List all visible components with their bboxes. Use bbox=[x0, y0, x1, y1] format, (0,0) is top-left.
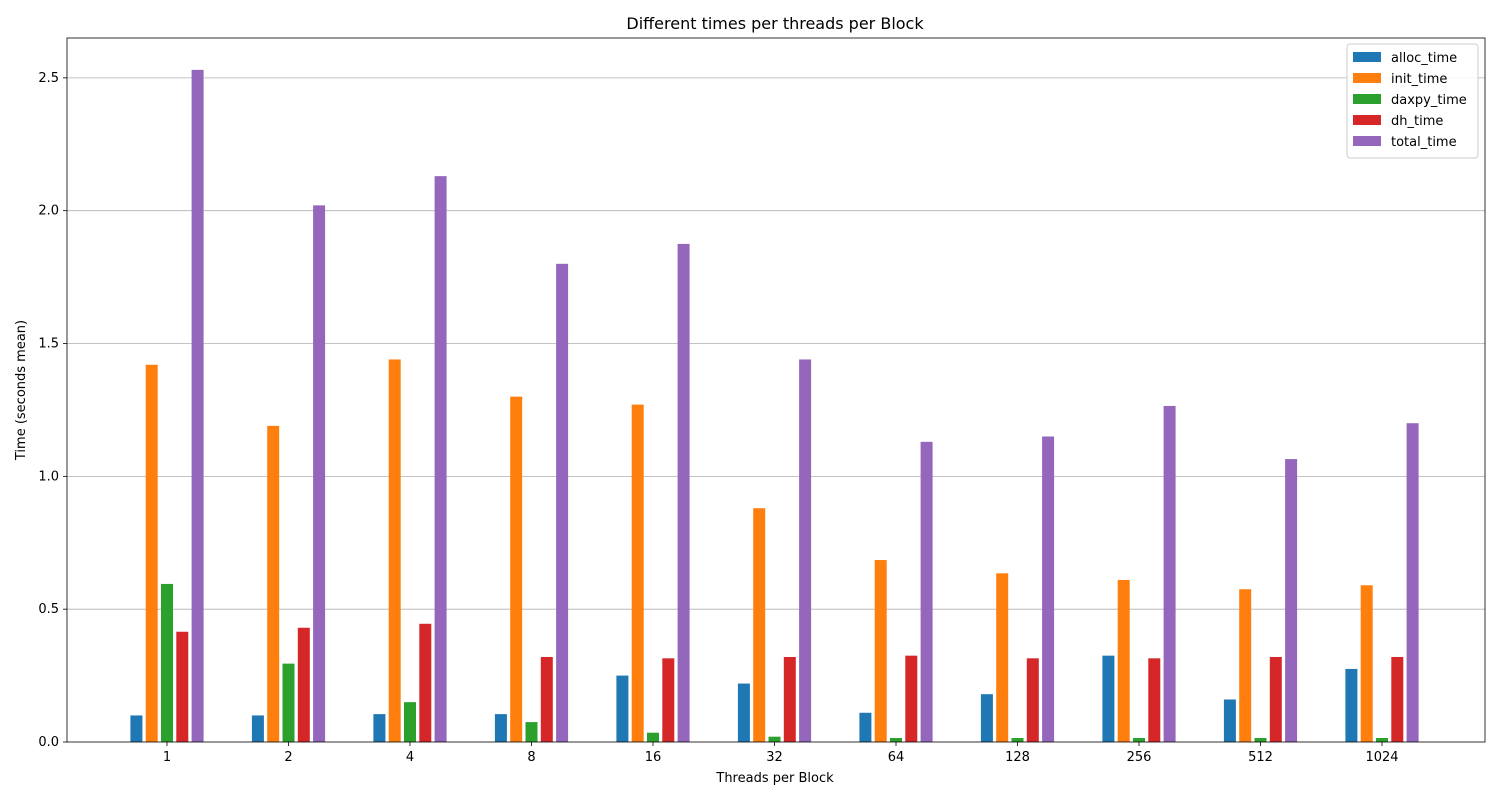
bar-init_time-4 bbox=[388, 359, 401, 742]
bar-daxpy_time-1024 bbox=[1376, 738, 1388, 742]
x-axis-label: Threads per Block bbox=[715, 771, 834, 786]
bar-init_time-64 bbox=[874, 560, 887, 742]
bar-init_time-8 bbox=[510, 396, 523, 742]
plot-frame bbox=[66, 37, 1486, 743]
y-tick-label: 1.0 bbox=[38, 469, 59, 484]
bar-daxpy_time-16 bbox=[647, 732, 659, 742]
bar-init_time-128 bbox=[996, 573, 1009, 742]
x-tick-label: 512 bbox=[1248, 750, 1273, 765]
bar-total_time-2 bbox=[313, 205, 326, 743]
y-tick-label: 0.5 bbox=[38, 602, 59, 617]
bar-daxpy_time-512 bbox=[1254, 738, 1267, 742]
bar-init_time-512 bbox=[1239, 589, 1252, 742]
bar-init_time-32 bbox=[753, 508, 766, 742]
bar-dh_time-256 bbox=[1148, 658, 1161, 742]
x-tick-label: 8 bbox=[527, 750, 535, 765]
gridlines bbox=[67, 77, 1485, 610]
bar-dh_time-8 bbox=[540, 656, 553, 742]
bar-init_time-16 bbox=[631, 404, 644, 742]
bar-daxpy_time-128 bbox=[1011, 738, 1024, 742]
legend-label-dh_time: dh_time bbox=[1391, 114, 1443, 129]
x-tick-label: 128 bbox=[1005, 750, 1030, 765]
bar-total_time-512 bbox=[1285, 459, 1298, 742]
bar-dh_time-1024 bbox=[1391, 656, 1404, 742]
bar-daxpy_time-1 bbox=[161, 583, 173, 742]
bar-init_time-1 bbox=[145, 364, 158, 742]
bar-total_time-4 bbox=[434, 176, 447, 742]
legend-label-init_time: init_time bbox=[1391, 72, 1447, 87]
bar-total_time-64 bbox=[920, 441, 933, 742]
bar-alloc_time-32 bbox=[737, 683, 750, 742]
bar-dh_time-32 bbox=[783, 656, 796, 742]
bar-dh_time-1 bbox=[176, 631, 189, 742]
bar-dh_time-16 bbox=[662, 658, 675, 742]
bar-daxpy_time-2 bbox=[282, 663, 295, 742]
bar-daxpy_time-4 bbox=[404, 702, 416, 742]
legend-swatch-alloc_time bbox=[1353, 52, 1381, 62]
bar-daxpy_time-32 bbox=[768, 736, 781, 742]
axes: 0.0 0.5 1.0 1.5 2.0 2.5 1 2 4 8 16 32 64 128 256 512 102… bbox=[38, 37, 1486, 765]
x-tick-label: 64 bbox=[888, 750, 905, 765]
legend: alloc_time init_time daxpy_time dh_timetota… bbox=[1346, 43, 1479, 159]
bar-alloc_time-128 bbox=[980, 694, 993, 742]
bar-alloc_time-64 bbox=[859, 712, 872, 742]
bar-alloc_time-16 bbox=[616, 675, 629, 742]
bar-dh_time-2 bbox=[297, 627, 310, 742]
chart-title: Different times per threads per Block bbox=[626, 14, 924, 33]
legend-swatch-init_time bbox=[1353, 73, 1381, 83]
x-tick-label: 16 bbox=[645, 750, 662, 765]
y-tick-label: 2.0 bbox=[38, 204, 59, 219]
bar-alloc_time-512 bbox=[1223, 699, 1236, 742]
y-tick-label: 2.5 bbox=[38, 71, 59, 86]
bar-total_time-128 bbox=[1042, 436, 1055, 742]
bar-alloc_time-1 bbox=[130, 715, 143, 742]
bar-dh_time-128 bbox=[1026, 658, 1039, 742]
bar-total_time-32 bbox=[799, 359, 812, 742]
bar-total_time-8 bbox=[556, 263, 569, 742]
bars bbox=[130, 69, 1419, 743]
legend-label-total_time: total_time bbox=[1391, 135, 1457, 150]
y-axis-label: Time (seconds mean) bbox=[14, 320, 29, 461]
bar-total_time-1024 bbox=[1406, 423, 1419, 742]
bar-alloc_time-256 bbox=[1102, 655, 1115, 742]
bar-alloc_time-8 bbox=[494, 714, 507, 742]
legend-box bbox=[1346, 43, 1479, 159]
bar-daxpy_time-8 bbox=[525, 722, 538, 742]
legend-swatch-total_time bbox=[1353, 136, 1381, 146]
bar-init_time-256 bbox=[1117, 579, 1130, 742]
x-tick-label: 2 bbox=[284, 750, 292, 765]
legend-label-daxpy_time: daxpy_time bbox=[1391, 93, 1467, 108]
bar-dh_time-512 bbox=[1269, 656, 1282, 742]
bar-daxpy_time-256 bbox=[1133, 738, 1145, 742]
x-tick-label: 1024 bbox=[1365, 750, 1398, 765]
legend-label-alloc_time: alloc_time bbox=[1391, 51, 1457, 66]
bar-total_time-256 bbox=[1163, 405, 1176, 742]
x-tick-label: 32 bbox=[766, 750, 783, 765]
legend-swatch-daxpy_time bbox=[1353, 94, 1381, 104]
y-tick-label: 1.5 bbox=[38, 337, 59, 352]
bar-total_time-1 bbox=[191, 69, 204, 742]
x-tick-label: 1 bbox=[163, 750, 171, 765]
bar-dh_time-64 bbox=[905, 655, 918, 742]
bar-init_time-2 bbox=[267, 425, 280, 742]
bar-dh_time-4 bbox=[419, 623, 432, 742]
x-tick-label: 256 bbox=[1127, 750, 1152, 765]
bar-alloc_time-4 bbox=[373, 714, 386, 742]
bar-alloc_time-1024 bbox=[1345, 668, 1358, 742]
bar-alloc_time-2 bbox=[251, 715, 264, 742]
bar-init_time-1024 bbox=[1360, 585, 1373, 742]
legend-swatch-dh_time bbox=[1353, 115, 1381, 125]
y-tick-label: 0.0 bbox=[38, 735, 59, 750]
bar-total_time-16 bbox=[677, 243, 690, 743]
x-tick-label: 4 bbox=[406, 750, 414, 765]
bar-daxpy_time-64 bbox=[890, 738, 902, 742]
